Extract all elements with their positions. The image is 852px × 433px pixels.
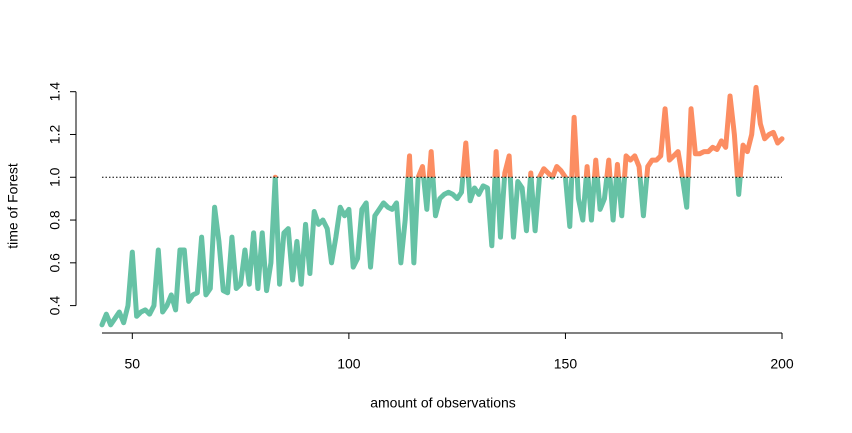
x-tick-label: 100: [337, 356, 361, 372]
y-tick-label: 1.0: [47, 167, 63, 187]
x-tick-label: 150: [554, 356, 578, 372]
x-axis-label: amount of observations: [370, 395, 516, 411]
line-below-threshold: [99, 177, 743, 328]
x-tick-label: 200: [770, 356, 794, 372]
y-tick-label: 1.4: [47, 82, 63, 102]
y-tick-label: 1.2: [47, 125, 63, 145]
y-axis-label: time of Forest: [5, 163, 21, 249]
x-tick-label: 50: [125, 356, 141, 372]
y-tick-label: 0.4: [47, 296, 63, 316]
line-above-threshold: [272, 84, 785, 178]
y-tick-label: 0.8: [47, 210, 63, 230]
y-tick-label: 0.6: [47, 253, 63, 273]
